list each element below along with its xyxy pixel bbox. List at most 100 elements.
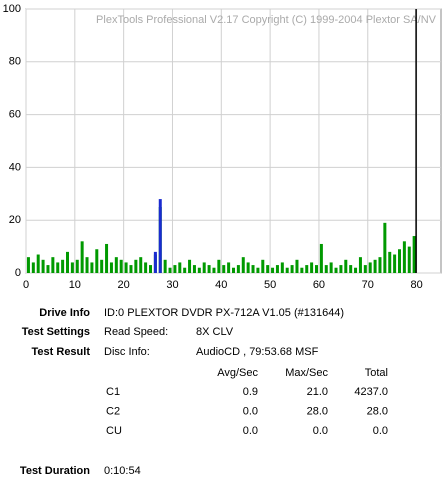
column-header: Max/Sec [285, 367, 328, 379]
bar [227, 262, 231, 273]
bar [310, 262, 314, 273]
bar [246, 262, 250, 273]
bar [334, 267, 338, 273]
value: ID:0 PLEXTOR DVDR PX-712A V1.05 (#131644… [104, 307, 344, 319]
cell: 28.0 [367, 405, 388, 417]
bar [349, 265, 353, 273]
bar [119, 259, 123, 273]
row-label: C1 [106, 386, 120, 398]
bar [300, 267, 304, 273]
x-tick-label: 80 [410, 279, 422, 291]
label: Test Settings [22, 326, 90, 338]
bar [51, 257, 55, 273]
bar [266, 265, 270, 273]
y-tick-label: 100 [3, 3, 21, 15]
x-tick-label: 60 [313, 279, 325, 291]
label: Drive Info [39, 307, 90, 319]
bar [217, 259, 221, 273]
value: 8X CLV [196, 326, 234, 338]
bar [26, 257, 30, 273]
cell: 21.0 [307, 386, 328, 398]
bar [329, 262, 333, 273]
bar [383, 222, 387, 273]
bar [100, 259, 104, 273]
bar [319, 243, 323, 273]
bar [378, 257, 382, 273]
cell: 4237.0 [354, 386, 388, 398]
bar [85, 257, 89, 273]
bar [105, 243, 109, 273]
bar [256, 267, 260, 273]
bar [124, 262, 128, 273]
cell: 0.0 [373, 425, 388, 437]
bar [46, 265, 50, 273]
bar [207, 265, 211, 273]
y-tick-label: 0 [15, 267, 21, 279]
bar [31, 262, 35, 273]
bar [114, 257, 118, 273]
bar [80, 241, 84, 273]
bar [212, 267, 216, 273]
bar [183, 267, 187, 273]
bar [163, 259, 167, 273]
column-header: Avg/Sec [217, 367, 258, 379]
bar [109, 262, 113, 273]
bar [168, 267, 172, 273]
bar [139, 257, 143, 273]
bar [222, 265, 226, 273]
bar [324, 265, 328, 273]
x-tick-label: 30 [166, 279, 178, 291]
bar [358, 257, 362, 273]
bar [315, 265, 318, 273]
bar [344, 259, 348, 273]
bar [202, 262, 206, 273]
value: 0:10:54 [104, 465, 141, 477]
bar [295, 259, 299, 273]
bar [158, 199, 162, 273]
column-header: Total [365, 367, 388, 379]
label: Test Duration [20, 465, 90, 477]
bar [149, 265, 152, 273]
bar [134, 259, 138, 273]
bar [144, 262, 148, 273]
bar [280, 262, 284, 273]
label: Read Speed: [104, 326, 168, 338]
bar [373, 259, 377, 273]
cell: 28.0 [307, 405, 328, 417]
x-tick-label: 10 [69, 279, 81, 291]
y-tick-label: 20 [9, 214, 21, 226]
bar [61, 259, 65, 273]
x-tick-label: 50 [264, 279, 276, 291]
bar [290, 265, 294, 273]
y-tick-label: 40 [9, 161, 21, 173]
bar [339, 265, 343, 273]
bar [41, 259, 45, 273]
bar [407, 246, 411, 273]
bar [305, 265, 309, 273]
x-tick-label: 70 [362, 279, 374, 291]
bar [251, 265, 255, 273]
x-tick-label: 40 [215, 279, 227, 291]
bar [354, 267, 358, 273]
label: Disc Info: [104, 346, 150, 358]
bar [188, 259, 192, 273]
watermark: PlexTools Professional V2.17 Copyright (… [96, 14, 437, 26]
bar [75, 259, 79, 273]
bar [192, 265, 196, 273]
bar [90, 262, 94, 273]
bar [232, 267, 235, 273]
bar [275, 265, 279, 273]
x-tick-label: 0 [23, 279, 29, 291]
cell: 0.0 [243, 405, 258, 417]
cell: 0.0 [313, 425, 328, 437]
bar [271, 267, 275, 273]
bar [197, 267, 201, 273]
row-label: CU [106, 425, 122, 437]
cell: 0.9 [243, 386, 258, 398]
bar [402, 241, 406, 273]
value: AudioCD , 79:53.68 MSF [196, 346, 319, 358]
x-tick-label: 20 [118, 279, 130, 291]
bar [412, 236, 416, 273]
bar [388, 251, 392, 273]
